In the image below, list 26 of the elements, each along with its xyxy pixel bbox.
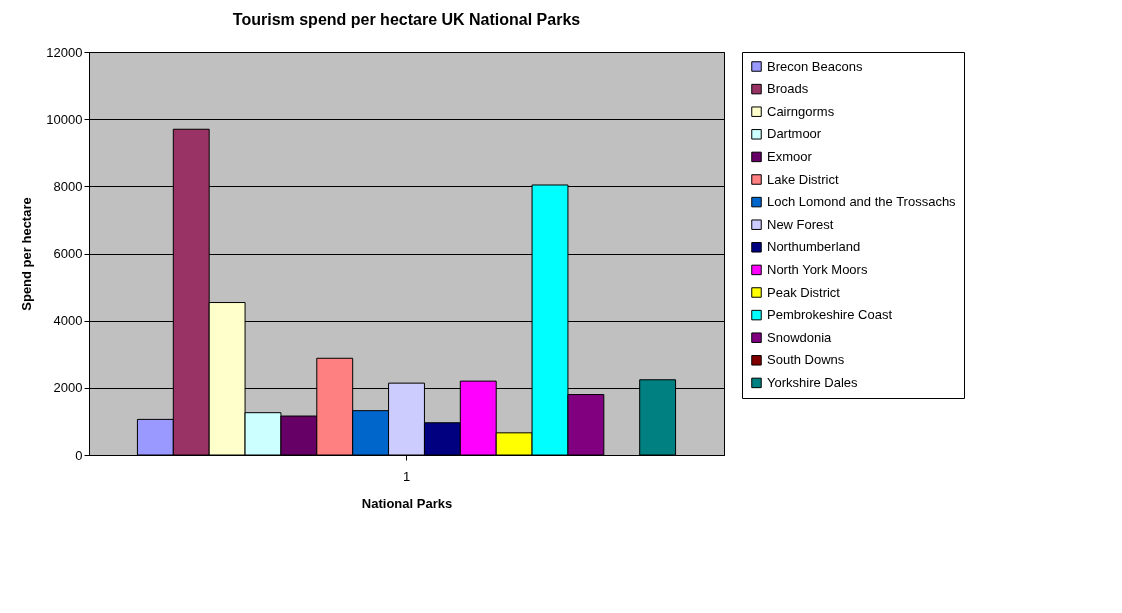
- y-tick-label: 12000: [46, 44, 83, 60]
- legend-label: Snowdonia: [767, 329, 833, 345]
- y-axis-title: Spend per hectare: [19, 197, 35, 311]
- x-axis-title: National Parks: [361, 495, 453, 511]
- y-tick-label: 4000: [53, 313, 83, 329]
- y-tick-label: 8000: [53, 178, 83, 194]
- legend-label: Cairngorms: [767, 103, 835, 119]
- legend-label: Pembrokeshire Coast: [767, 307, 893, 323]
- y-tick-label: 2000: [53, 380, 83, 396]
- legend-label: Dartmoor: [767, 126, 822, 142]
- legend-label: Northumberland: [767, 239, 861, 255]
- legend-label: Peak District: [767, 284, 841, 300]
- legend-label: Brecon Beacons: [767, 58, 863, 74]
- legend-label: North York Moors: [767, 261, 868, 277]
- legend-label: Lake District: [767, 171, 839, 187]
- legend-label: New Forest: [767, 216, 834, 232]
- legend-label: Yorkshire Dales: [767, 374, 859, 390]
- legend-label: Broads: [767, 81, 809, 97]
- legend-label: Loch Lomond and the Trossachs: [767, 194, 957, 210]
- chart-title: Tourism spend per hectare UK National Parks: [232, 11, 581, 28]
- y-tick-label: 0: [75, 447, 83, 463]
- legend-label: South Downs: [767, 352, 845, 368]
- y-tick-label: 6000: [53, 246, 83, 261]
- legend-label: Exmoor: [767, 148, 813, 164]
- y-tick-label: 10000: [46, 111, 83, 127]
- x-tick-label: 1: [402, 468, 411, 484]
